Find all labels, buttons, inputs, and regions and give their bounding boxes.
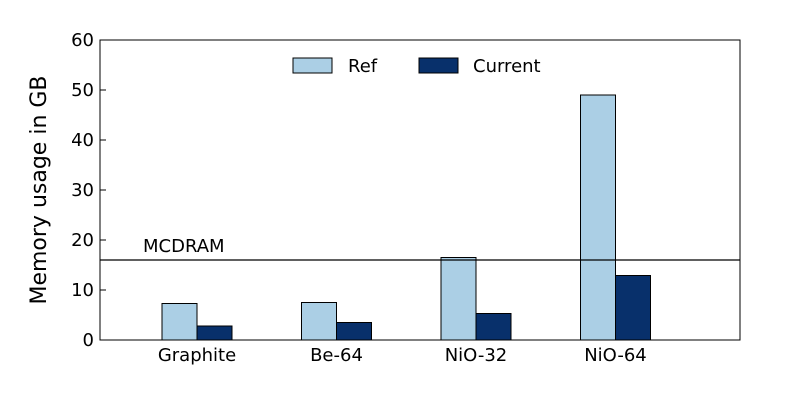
legend-swatch-current: [418, 57, 459, 74]
x-tick-label: NiO-32: [445, 345, 508, 366]
mcdram-label: MCDRAM: [143, 236, 225, 257]
bar-ref-be-64: [301, 302, 337, 341]
y-tick-label: 0: [83, 330, 94, 351]
legend-label-current: Current: [473, 56, 541, 77]
bar-current-graphite: [196, 325, 233, 341]
x-tick-label: NiO-64: [584, 345, 647, 366]
bars-group: [161, 94, 651, 341]
bar-current-nio-64: [615, 275, 651, 341]
x-tick-label: Be-64: [310, 345, 363, 366]
plot-frame: [99, 39, 741, 341]
y-tick-label: 10: [71, 280, 94, 301]
legend-swatch-ref: [292, 57, 333, 74]
bar-current-nio-32: [475, 313, 512, 341]
y-axis-label: Memory usage in GB: [27, 75, 52, 304]
bar-current-be-64: [336, 322, 372, 341]
bar-ref-graphite: [161, 303, 198, 341]
legend: Ref Current: [292, 56, 541, 77]
legend-label-ref: Ref: [348, 56, 378, 77]
y-tick-label: 50: [71, 80, 94, 101]
y-tick-label: 20: [71, 230, 94, 251]
x-tick-label: Graphite: [158, 345, 236, 366]
y-axis-ticks: 0 10 20 30 40 50 60: [71, 30, 106, 351]
bar-ref-nio-64: [580, 94, 616, 341]
y-tick-label: 30: [71, 180, 94, 201]
bar-ref-nio-32: [440, 257, 477, 341]
y-tick-label: 40: [71, 130, 94, 151]
y-tick-label: 60: [71, 30, 94, 51]
x-axis-tick-labels: Graphite Be-64 NiO-32 NiO-64: [158, 334, 647, 366]
